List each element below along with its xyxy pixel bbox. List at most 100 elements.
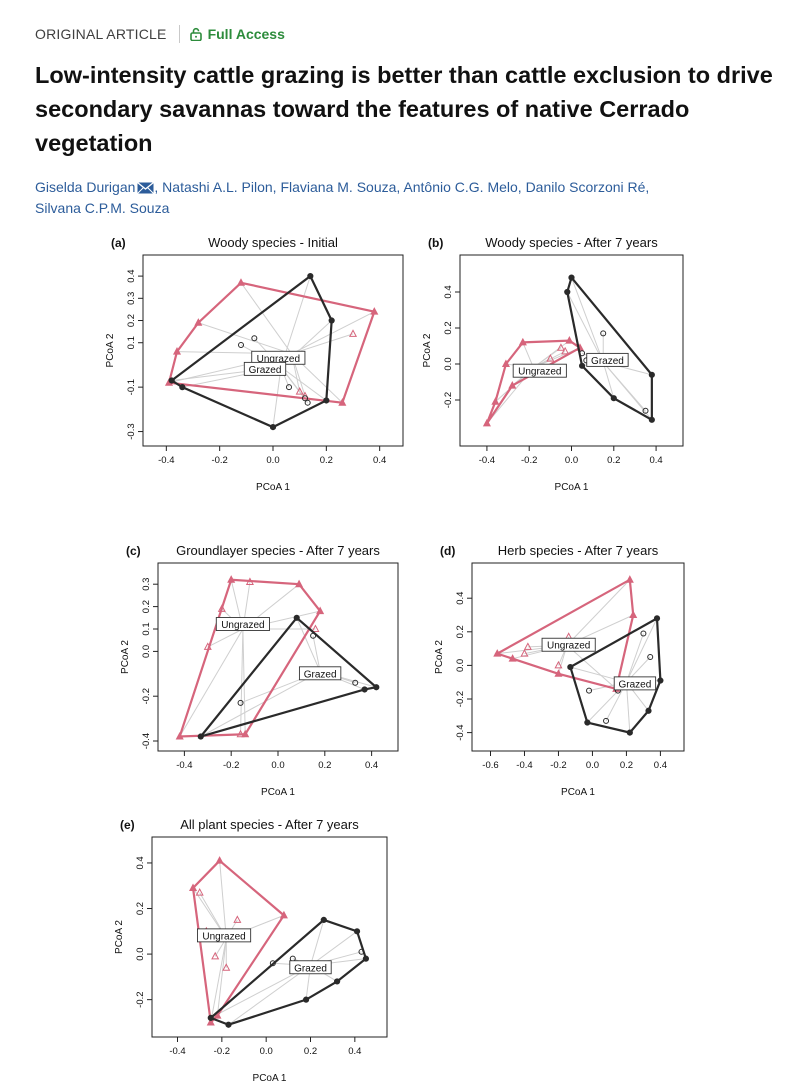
- group-label-box: [613, 676, 657, 691]
- y-tick-label: -0.2: [141, 688, 152, 704]
- panel-title: Woody species - Initial: [208, 235, 338, 250]
- x-tick-label: -0.4: [176, 760, 192, 771]
- centroid-spoke: [240, 282, 293, 355]
- x-tick-label: 0.2: [318, 760, 331, 771]
- group-label: Grazed: [249, 365, 282, 376]
- grazed-point: [567, 663, 574, 671]
- x-tick-label: 0.2: [620, 760, 633, 771]
- plot-frame: [142, 254, 404, 447]
- y-tick-label: 0.1: [141, 622, 152, 635]
- grazed-point: [334, 978, 341, 985]
- centroid-spoke: [602, 361, 646, 412]
- y-tick-label: 0.2: [126, 314, 137, 327]
- ungrazed-point: [370, 307, 379, 315]
- group-label: Grazed: [591, 356, 624, 367]
- ungrazed-point: [172, 347, 182, 355]
- group-label: Ungrazed: [518, 367, 561, 378]
- ungrazed-point: [233, 915, 242, 923]
- grazed-point: [179, 384, 186, 391]
- ungrazed-point: [241, 729, 250, 738]
- grazed-point: [269, 960, 276, 967]
- author-link[interactable]: Giselda Durigan: [35, 179, 136, 195]
- ungrazed-point: [338, 398, 347, 406]
- grazed-point: [237, 699, 244, 706]
- y-tick-label: 0.1: [126, 336, 137, 349]
- panel-b: (b) Woody species - After 7 years -0.4 -0.2…: [422, 235, 684, 493]
- centroid-spoke: [602, 362, 615, 399]
- author-names-line2[interactable]: Silvana C.P.M. Souza: [35, 200, 170, 216]
- author-names[interactable]: , Natashi A.L. Pilon, Flaviana M. Souza,…: [154, 179, 650, 195]
- group-label-box: [586, 352, 629, 367]
- x-tick-label: -0.4: [479, 455, 495, 466]
- x-tick-label: 0.4: [365, 760, 378, 771]
- centroid-spoke: [240, 628, 244, 735]
- grazed-point: [302, 395, 308, 402]
- ungrazed-point: [518, 337, 527, 346]
- ungrazed-point: [222, 963, 231, 971]
- x-tick-label: 0.2: [320, 455, 333, 466]
- grazed-point: [600, 330, 607, 337]
- centroid-spoke: [566, 291, 604, 363]
- panel-title: Woody species - After 7 years: [485, 235, 658, 250]
- grazed-point: [603, 717, 610, 724]
- grazed-point: [238, 341, 244, 348]
- ungrazed-point: [311, 624, 320, 632]
- y-axis-label: PCoA 2: [120, 640, 131, 674]
- panel-a: (a) Woody species - Initial -0.4 -0.2 0.0 0.2…: [105, 235, 404, 493]
- group-label-box: [289, 960, 332, 975]
- panel-title: All plant species - After 7 years: [180, 817, 359, 832]
- ungrazed-point: [295, 579, 304, 588]
- x-tick-label: 0.2: [304, 1046, 317, 1057]
- group-label: Grazed: [619, 679, 652, 690]
- author-list: Giselda Durigan , Natashi A.L. Pilon, Fla…: [35, 177, 795, 219]
- x-tick-label: -0.6: [482, 760, 498, 771]
- ungrazed-point: [501, 359, 510, 367]
- panel-label: (c): [126, 544, 141, 558]
- y-tick-label: -0.2: [443, 392, 454, 408]
- grazed-point: [653, 615, 661, 622]
- grazed-point: [207, 1014, 214, 1021]
- grazed-point: [293, 614, 300, 621]
- ungrazed-point: [194, 318, 203, 326]
- centroid-spoke: [310, 919, 325, 966]
- y-tick-label: 0.2: [135, 902, 146, 915]
- centroid-spoke: [210, 938, 227, 1023]
- grazed-point: [648, 416, 655, 423]
- centroid-spoke: [207, 628, 244, 648]
- y-tick-label: 0.3: [141, 578, 152, 591]
- y-axis-label: PCoA 2: [114, 920, 125, 954]
- x-axis-label: PCoA 1: [253, 1073, 287, 1084]
- ungrazed-point: [493, 649, 502, 657]
- full-access-badge[interactable]: Full Access: [207, 26, 285, 42]
- grazed-point: [358, 948, 365, 955]
- grazed-point: [645, 707, 652, 714]
- mail-icon[interactable]: [137, 182, 155, 194]
- group-label-box: [298, 666, 342, 681]
- grazed-hull: [208, 918, 368, 1026]
- panel-d: (d) Herb species - After 7 years -0.6 -0.4 -…: [434, 543, 685, 798]
- centroid-spoke: [228, 965, 311, 1026]
- grazed-point: [269, 424, 277, 431]
- figure-pcoa-panels: (a) Woody species - Initial -0.4 -0.2 0.0 0.2…: [105, 235, 685, 1084]
- centroid-spoke: [625, 633, 644, 683]
- y-tick-label: 0.4: [443, 285, 454, 298]
- centroid-spoke: [291, 311, 375, 355]
- ungrazed-point: [245, 577, 254, 585]
- centroid-spoke: [566, 644, 617, 690]
- ungrazed-point: [546, 354, 555, 362]
- y-tick-label: -0.2: [135, 991, 146, 1007]
- ungrazed-point: [227, 575, 236, 583]
- grazed-point: [586, 687, 593, 694]
- x-tick-label: 0.4: [373, 455, 386, 466]
- group-label: Grazed: [304, 669, 337, 680]
- grazed-hull: [569, 616, 662, 734]
- centroid-spoke: [280, 366, 327, 401]
- y-tick-label: 0.3: [126, 292, 137, 305]
- panel-c: (c) Groundlayer species - After 7 years -0…: [120, 543, 399, 798]
- header-divider: [178, 25, 180, 43]
- y-tick-label: -0.4: [141, 733, 152, 749]
- ungrazed-point: [206, 1017, 215, 1026]
- centroid-spoke: [625, 682, 631, 733]
- panel-label: (d): [440, 544, 455, 558]
- ungrazed-point: [482, 418, 491, 427]
